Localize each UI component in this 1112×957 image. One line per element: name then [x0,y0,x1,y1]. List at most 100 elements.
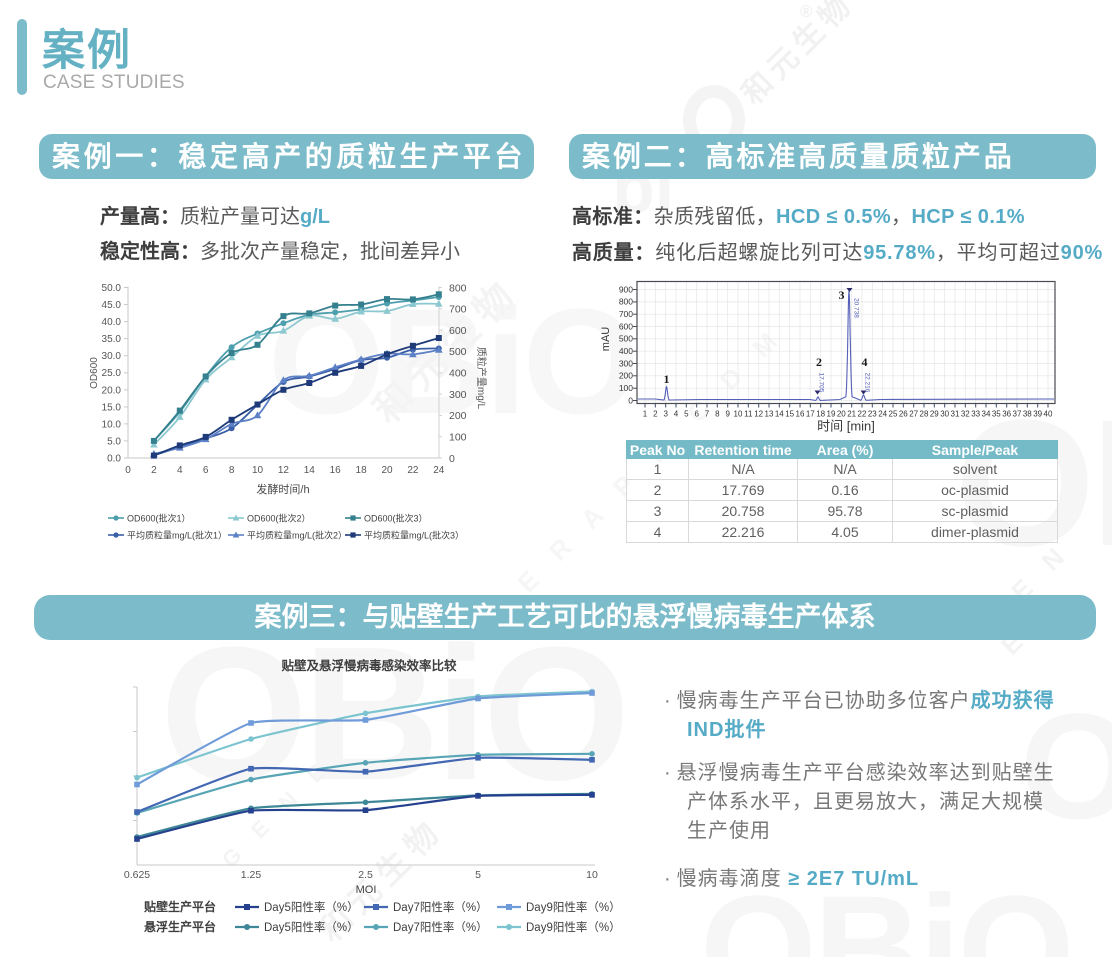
svg-text:质粒产量mg/L: 质粒产量mg/L [475,347,488,410]
svg-text:贴壁及悬浮慢病毒感染效率比较: 贴壁及悬浮慢病毒感染效率比较 [281,658,457,673]
svg-text:19: 19 [827,410,836,419]
svg-text:24: 24 [433,465,445,476]
svg-text:OD600(批次3）: OD600(批次3） [364,513,428,524]
svg-text:时间 [min]: 时间 [min] [817,419,875,434]
svg-text:OD600(批次1）: OD600(批次1） [127,513,191,524]
svg-text:36: 36 [1002,410,1011,419]
svg-text:34: 34 [982,410,991,419]
svg-text:30: 30 [940,410,949,419]
svg-text:20: 20 [837,410,846,419]
svg-text:14: 14 [775,410,784,419]
svg-text:3: 3 [839,288,845,302]
svg-text:0: 0 [628,395,633,405]
svg-text:900: 900 [619,284,633,294]
svg-text:1: 1 [664,372,670,386]
svg-text:MOI: MOI [356,884,377,896]
svg-text:4: 4 [177,465,183,476]
svg-text:Day9阳性率（%）: Day9阳性率（%） [526,920,621,934]
svg-text:2: 2 [816,355,822,369]
svg-text:15: 15 [785,410,794,419]
svg-text:0.0: 0.0 [107,454,121,465]
svg-text:400: 400 [619,346,633,356]
svg-text:100: 100 [619,383,633,393]
svg-text:1.25: 1.25 [241,869,262,881]
svg-text:3: 3 [663,410,668,419]
svg-text:20: 20 [381,465,393,476]
svg-text:OD600(批次2）: OD600(批次2） [247,513,311,524]
svg-text:600: 600 [449,325,467,337]
svg-text:10: 10 [252,465,264,476]
svg-text:40: 40 [1044,410,1053,419]
svg-text:0: 0 [449,453,455,465]
svg-text:27: 27 [909,410,918,419]
svg-text:5: 5 [475,869,481,881]
svg-text:12: 12 [278,465,290,476]
svg-text:600: 600 [619,321,633,331]
svg-text:Day9阳性率（%）: Day9阳性率（%） [526,900,621,914]
svg-text:300: 300 [449,389,467,401]
svg-text:贴壁生产平台: 贴壁生产平台 [144,899,216,914]
svg-text:2: 2 [151,465,157,476]
svg-text:17: 17 [806,410,815,419]
svg-text:22: 22 [858,410,867,419]
svg-text:25: 25 [889,410,898,419]
svg-text:0: 0 [125,465,131,476]
svg-text:10.0: 10.0 [102,419,122,430]
svg-text:200: 200 [449,410,467,422]
svg-text:100: 100 [449,432,467,444]
svg-text:mAU: mAU [600,327,612,352]
svg-text:发酵时间/h: 发酵时间/h [256,482,309,496]
svg-text:10: 10 [586,869,598,881]
svg-text:50.0: 50.0 [102,283,122,294]
svg-text:4: 4 [862,355,868,369]
svg-text:15.0: 15.0 [102,402,122,413]
svg-text:35: 35 [992,410,1001,419]
svg-text:平均质粒量mg/L(批次3）: 平均质粒量mg/L(批次3） [364,530,464,541]
svg-text:40.0: 40.0 [102,317,122,328]
svg-text:500: 500 [619,334,633,344]
svg-text:Day7阳性率（%）: Day7阳性率（%） [393,920,488,934]
svg-text:700: 700 [619,309,633,319]
svg-text:35.0: 35.0 [102,334,122,345]
svg-text:6: 6 [694,410,699,419]
svg-text:26: 26 [899,410,908,419]
svg-text:16: 16 [330,465,342,476]
svg-text:5.0: 5.0 [107,436,121,447]
svg-text:16: 16 [796,410,805,419]
svg-text:平均质粒量mg/L(批次1）: 平均质粒量mg/L(批次1） [127,530,227,541]
svg-text:37: 37 [1013,410,1022,419]
svg-text:800: 800 [449,282,467,294]
svg-text:23: 23 [868,410,877,419]
svg-text:5: 5 [684,410,689,419]
svg-text:800: 800 [619,297,633,307]
svg-text:500: 500 [449,346,467,358]
svg-text:29: 29 [930,410,939,419]
svg-text:22: 22 [407,465,419,476]
svg-text:7: 7 [705,410,710,419]
svg-text:2: 2 [653,410,658,419]
svg-text:8: 8 [229,465,235,476]
svg-text:32: 32 [961,410,970,419]
svg-text:33: 33 [971,410,980,419]
svg-text:1: 1 [643,410,648,419]
svg-text:9: 9 [725,410,730,419]
svg-text:300: 300 [619,358,633,368]
svg-text:10: 10 [734,410,743,419]
svg-text:17.705: 17.705 [818,373,825,393]
svg-text:4: 4 [674,410,679,419]
svg-text:13: 13 [765,410,774,419]
svg-text:20.0: 20.0 [102,385,122,396]
svg-text:31: 31 [951,410,960,419]
svg-text:30.0: 30.0 [102,351,122,362]
svg-text:平均质粒量mg/L(批次2）: 平均质粒量mg/L(批次2） [247,530,347,541]
svg-text:39: 39 [1033,410,1042,419]
svg-text:6: 6 [203,465,209,476]
svg-text:25.0: 25.0 [102,368,122,379]
svg-text:悬浮生产平台: 悬浮生产平台 [143,919,216,934]
svg-text:Day5阳性率（%）: Day5阳性率（%） [264,900,359,914]
svg-text:2.5: 2.5 [358,869,373,881]
svg-text:18: 18 [816,410,825,419]
svg-text:700: 700 [449,304,467,316]
svg-text:14: 14 [304,465,316,476]
svg-text:12: 12 [754,410,763,419]
